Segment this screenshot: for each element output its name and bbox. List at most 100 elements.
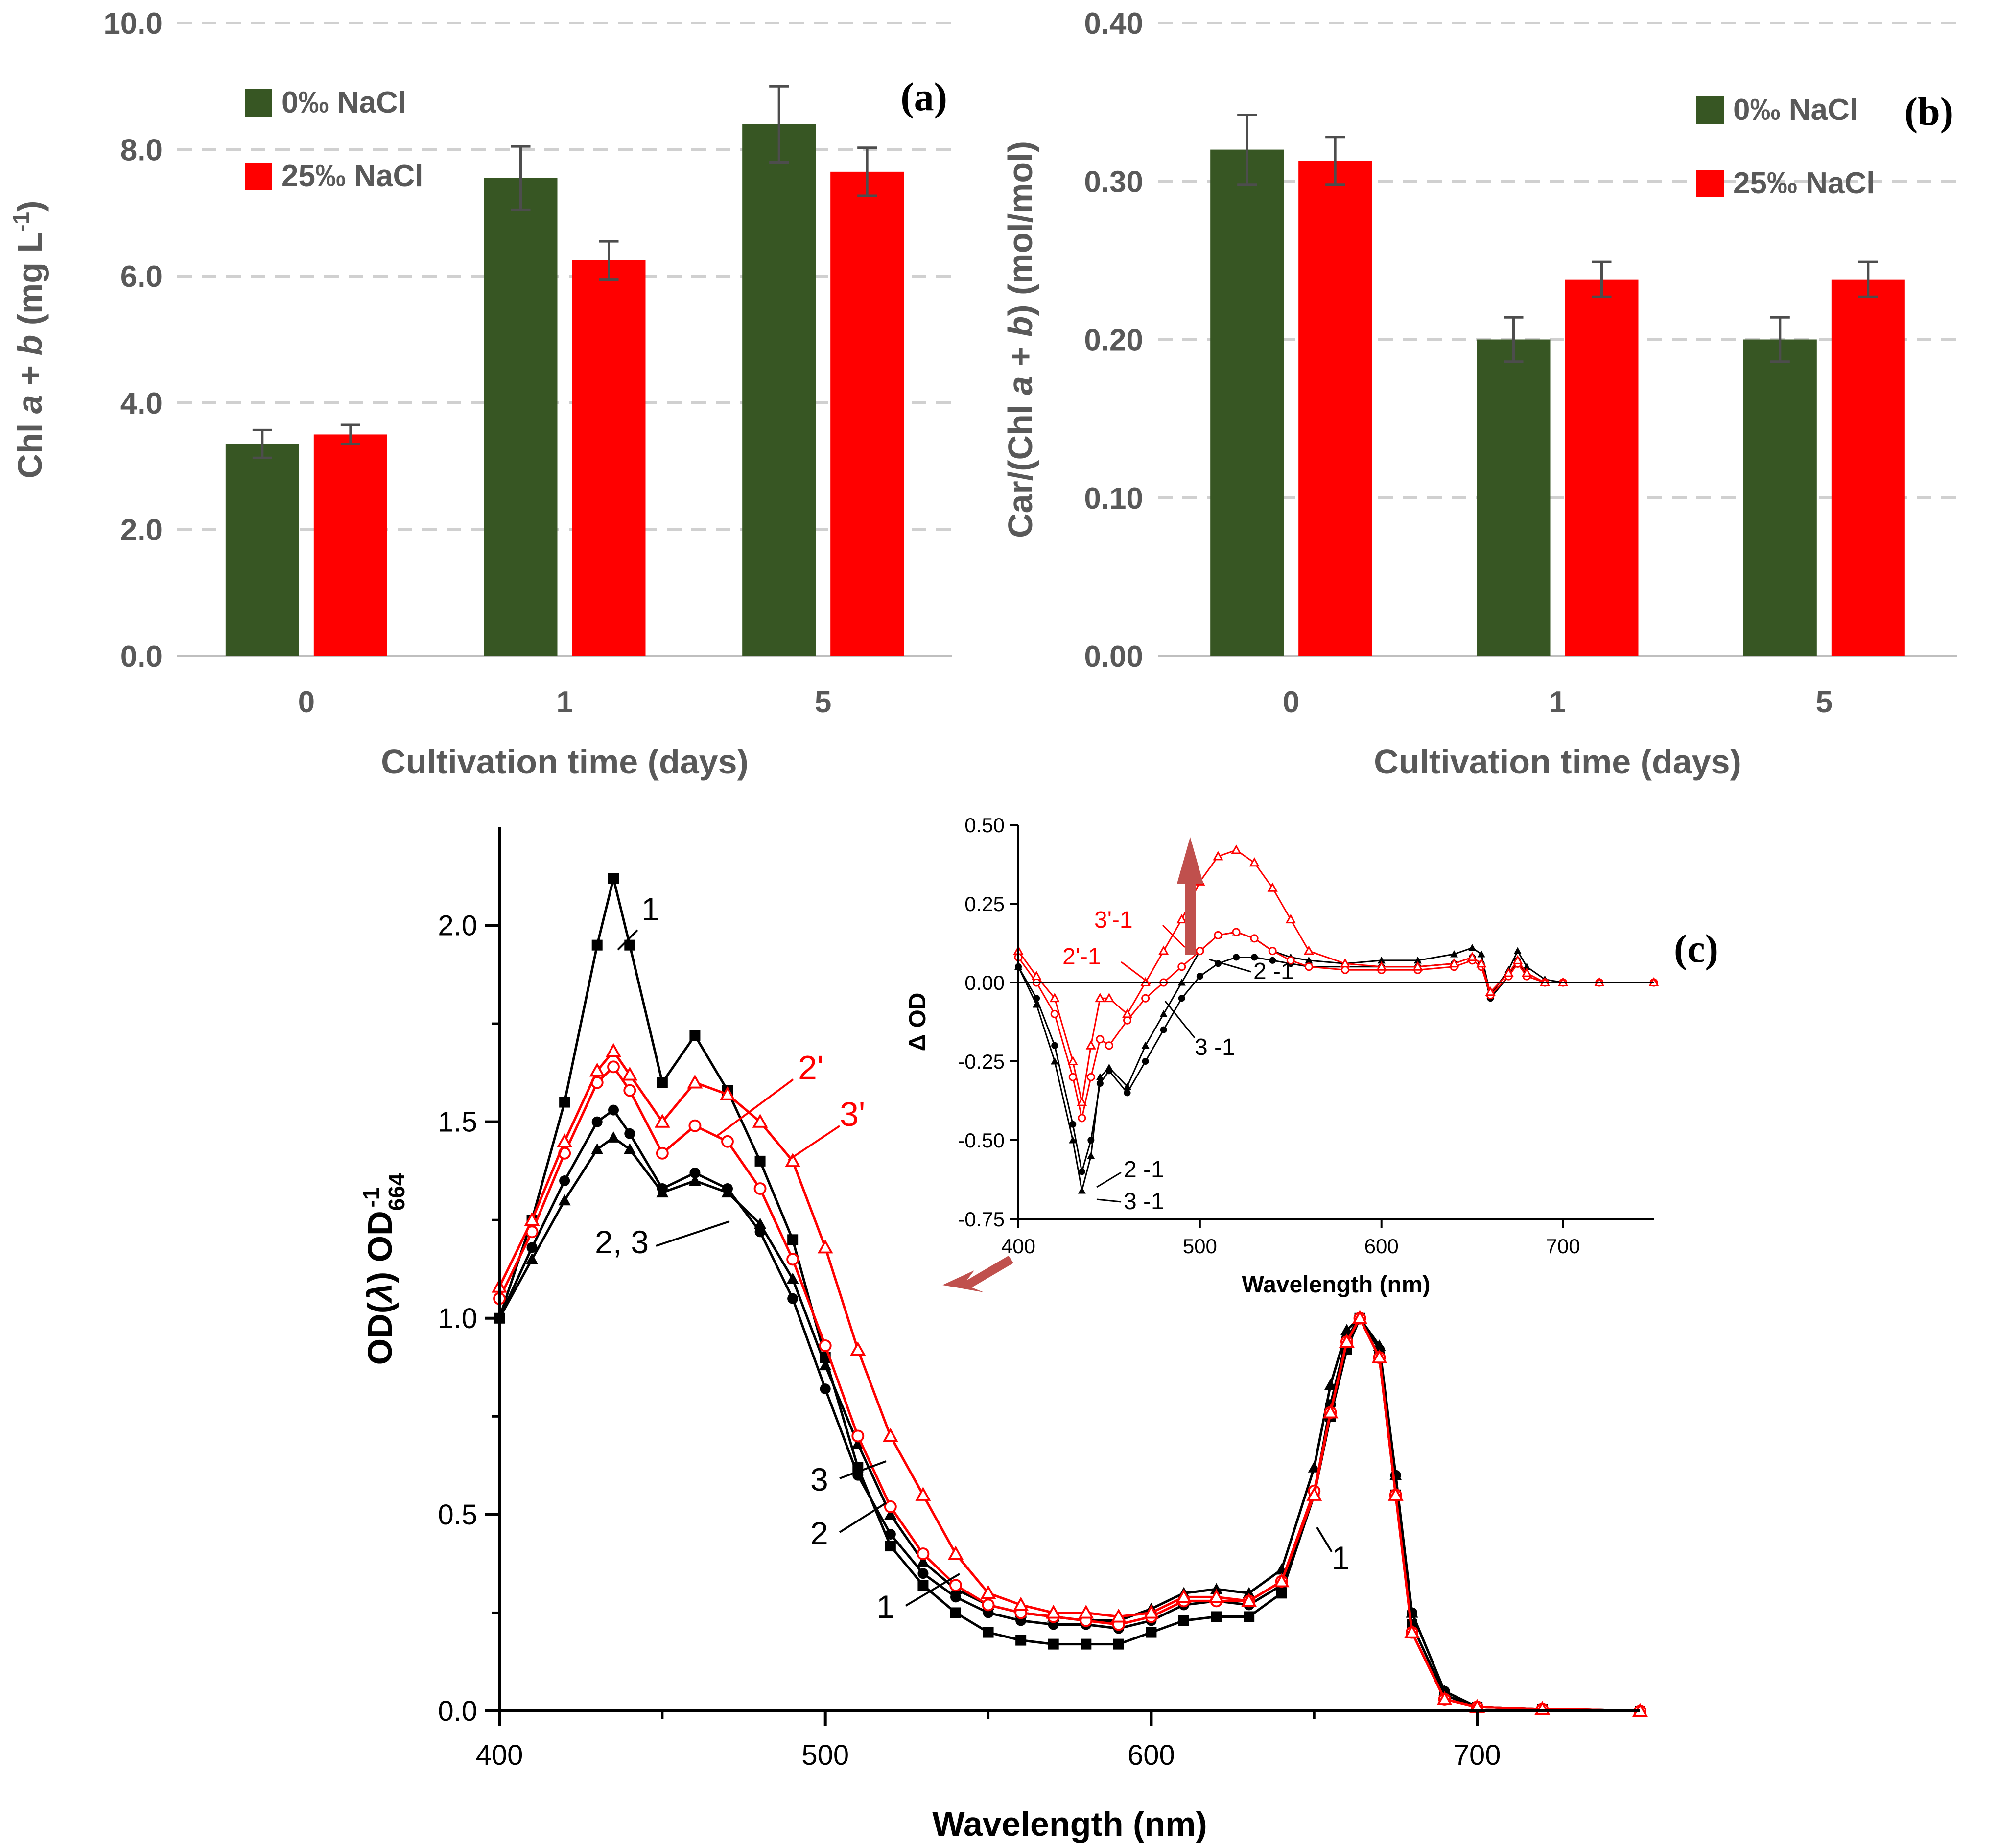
- data-point: [1110, 1608, 1127, 1623]
- data-point: [1069, 1136, 1077, 1144]
- data-point: [1376, 961, 1387, 971]
- data-point: [1123, 1016, 1132, 1025]
- annotation-leader: [1096, 1171, 1122, 1188]
- y-axis-label-part: a: [11, 395, 49, 414]
- data-point: [558, 1194, 571, 1206]
- y-axis-label: Chl a + b (mg L-1): [8, 201, 49, 479]
- data-point: [1048, 1638, 1059, 1650]
- x-tick-label: 0: [1283, 685, 1299, 719]
- data-point: [557, 1133, 573, 1147]
- data-point: [950, 1607, 961, 1618]
- y-tick-label: 0.50: [964, 814, 1005, 837]
- inset-chart: 400 500 600 700 -0.75 -0.50 -0.25 0.00 0.25 0.50 W…: [905, 814, 1659, 1298]
- legend-label: 25‰ NaCl: [282, 159, 423, 193]
- y-tick-label: 8.0: [120, 134, 163, 167]
- data-point: [1086, 1073, 1095, 1081]
- data-point: [1196, 973, 1203, 980]
- data-point: [1123, 1082, 1131, 1090]
- y-axis-label-part: b: [11, 335, 49, 356]
- data-point: [1449, 958, 1459, 968]
- data-point: [1051, 1042, 1058, 1049]
- data-point: [1340, 1324, 1353, 1335]
- data-point: [1513, 947, 1522, 955]
- panel-label: (b): [1904, 89, 1953, 134]
- annotation-leader: [905, 1573, 961, 1607]
- data-point: [1160, 1026, 1167, 1033]
- data-point: [1468, 944, 1477, 951]
- link-arrow: [942, 1256, 1013, 1292]
- data-point: [1477, 950, 1485, 958]
- bar: [1477, 339, 1551, 656]
- data-point: [949, 1579, 962, 1592]
- annotation-leader: [1164, 1001, 1196, 1038]
- data-point: [1210, 1583, 1223, 1594]
- data-point: [820, 1383, 831, 1395]
- data-point: [1285, 914, 1296, 924]
- data-point: [1159, 1010, 1168, 1017]
- series-line: [498, 878, 1641, 1712]
- data-point: [1436, 1691, 1453, 1705]
- y-tick-label: 6.0: [120, 260, 163, 294]
- data-point: [1324, 1379, 1337, 1390]
- data-point: [656, 1146, 669, 1160]
- legend-swatch: [1696, 96, 1724, 124]
- data-point: [1208, 1589, 1224, 1603]
- data-point: [1269, 957, 1276, 964]
- data-point: [1081, 1638, 1092, 1650]
- series-annotation: 1: [1332, 1540, 1350, 1576]
- data-point: [1306, 1487, 1322, 1501]
- data-point: [754, 1155, 766, 1167]
- bar: [1831, 279, 1905, 656]
- x-tick-label: 600: [1364, 1235, 1399, 1258]
- series-31-group: [1013, 844, 1659, 1106]
- data-point: [1113, 1638, 1124, 1650]
- y-axis-label-part: +: [11, 356, 49, 395]
- data-point: [1178, 995, 1185, 1002]
- data-point: [786, 1253, 799, 1266]
- data-point: [1503, 967, 1514, 977]
- y-tick-label: 0.00: [964, 971, 1005, 994]
- data-point: [1031, 970, 1042, 981]
- x-tick-label: 500: [1183, 1235, 1217, 1258]
- data-point: [1273, 1573, 1290, 1588]
- data-point: [1051, 1057, 1059, 1065]
- data-point: [885, 1529, 896, 1540]
- data-point: [720, 1086, 735, 1100]
- series-annotation: 3 -1: [1195, 1034, 1235, 1060]
- data-point: [1251, 954, 1258, 961]
- annotation-leader: [839, 1460, 887, 1479]
- y-tick-label: -0.75: [958, 1208, 1005, 1231]
- data-point: [1286, 956, 1295, 965]
- data-point: [884, 1508, 897, 1520]
- data-point: [950, 1591, 961, 1603]
- data-point: [524, 1212, 540, 1226]
- y-axis-label-part: +: [1001, 337, 1039, 376]
- x-tick-label: 400: [1001, 1235, 1035, 1258]
- data-point: [1158, 945, 1169, 955]
- y-tick-label: 1.0: [438, 1303, 477, 1334]
- series-line: [1017, 849, 1654, 1103]
- series-2-group: [493, 1060, 1646, 1717]
- y-axis-label-part: ): [11, 201, 49, 212]
- bar: [484, 178, 558, 656]
- data-point: [1450, 950, 1458, 958]
- data-point: [1308, 1461, 1320, 1473]
- data-point: [1512, 955, 1523, 964]
- series-annotation: 2 -1: [1124, 1157, 1164, 1183]
- y-axis-label-part: b: [1001, 316, 1039, 337]
- series-3-group: [492, 1043, 1648, 1717]
- data-point: [817, 1239, 833, 1254]
- data-point: [885, 1541, 896, 1552]
- data-point: [1104, 993, 1115, 1003]
- annotation-leader: [1209, 959, 1251, 973]
- data-point: [1067, 1055, 1078, 1065]
- series-line: [1017, 931, 1654, 1191]
- data-point: [1521, 967, 1532, 977]
- data-point: [607, 1131, 620, 1143]
- data-point: [1143, 1604, 1159, 1619]
- data-point: [525, 1253, 539, 1264]
- data-point: [1232, 928, 1241, 936]
- bar: [1210, 149, 1284, 656]
- bar: [225, 444, 299, 656]
